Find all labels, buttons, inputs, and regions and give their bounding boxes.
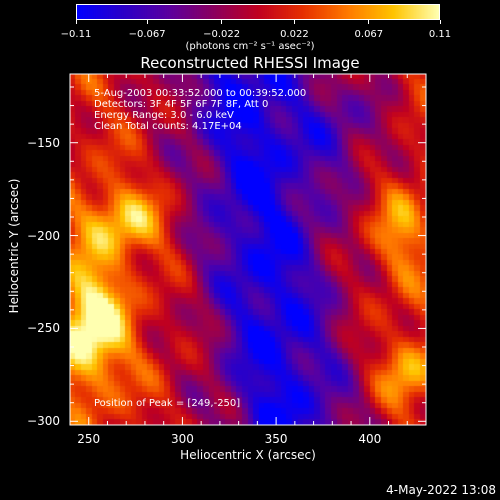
y-tick-label: −250: [27, 321, 60, 336]
colorbar-tick-label: −0.067: [128, 29, 166, 40]
heatmap-image: [70, 74, 426, 425]
x-tick-label: 350: [264, 432, 288, 446]
y-tick-label: −150: [27, 135, 60, 150]
chart-title: Reconstructed RHESSI Image: [140, 54, 360, 72]
colorbar-unit-label: (photons cm⁻² s⁻¹ asec⁻²): [185, 41, 315, 52]
plot-frame: [69, 73, 427, 426]
info-line: Energy Range: 3.0 - 6.0 keV: [94, 110, 234, 121]
x-tick-label: 250: [77, 432, 101, 446]
info-line: 5-Aug-2003 00:33:52.000 to 00:39:52.000: [94, 88, 307, 99]
y-axis-label: Heliocentric Y (arcsec): [7, 178, 21, 314]
colorbar-tick-label: 0.067: [354, 29, 384, 40]
y-tick-label: −300: [27, 414, 60, 429]
info-line: Clean Total counts: 4.17E+04: [94, 121, 242, 132]
colorbar-tick-label: −0.11: [60, 29, 92, 40]
colorbar-tick-label: −0.022: [203, 29, 241, 40]
x-axis-label: Heliocentric X (arcsec): [180, 448, 316, 462]
colorbar-tick-mark: [439, 20, 441, 24]
peak-label: Position of Peak = [249,-250]: [94, 398, 241, 409]
info-line: Detectors: 3F 4F 5F 6F 7F 8F, Att 0: [94, 99, 269, 110]
colorbar: [76, 4, 440, 20]
colorbar-tick-mark: [75, 20, 77, 24]
colorbar-tick-mark: [368, 20, 370, 24]
colorbar-tick-label: 0.11: [428, 29, 452, 40]
x-tick-label: 400: [358, 432, 382, 446]
colorbar-tick-mark: [221, 20, 223, 24]
colorbar-tick-label: 0.022: [280, 29, 309, 40]
colorbar-tick-mark: [293, 20, 295, 24]
x-tick-label: 300: [170, 432, 194, 446]
y-tick-label: −200: [27, 228, 60, 243]
colorbar-tick-mark: [146, 20, 148, 24]
timestamp: 4-May-2022 13:08: [386, 483, 496, 497]
